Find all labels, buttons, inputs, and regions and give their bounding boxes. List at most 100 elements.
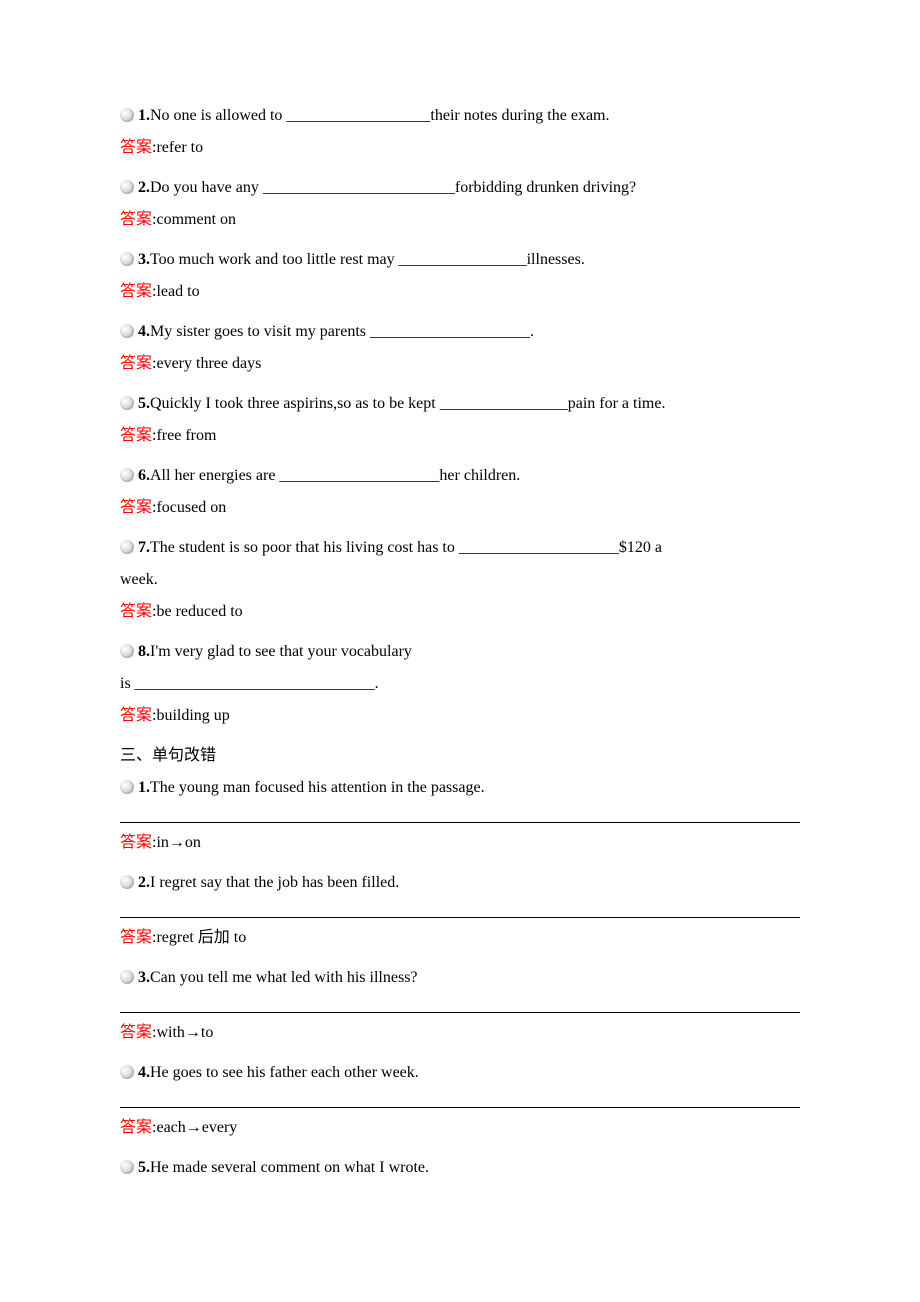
bullet-icon: [120, 644, 134, 658]
answer-label: 答案: [120, 355, 152, 372]
answer-blank-line: [120, 1107, 800, 1108]
answer-line: 答案:building up: [120, 700, 800, 732]
bullet-icon: [120, 780, 134, 794]
blank-line: ________________: [399, 251, 527, 268]
blank-line: __________________: [286, 107, 430, 124]
question-number: 6.: [138, 467, 150, 484]
question-number: 1.: [138, 107, 150, 124]
answer-label: 答案: [120, 707, 152, 724]
question-text-before: I'm very glad to see that your vocabular…: [150, 643, 412, 660]
fill-blank-q4: 4.My sister goes to visit my parents ___…: [120, 316, 800, 380]
blank-line: ____________________: [459, 539, 619, 556]
question-number: 3.: [138, 969, 150, 986]
answer-label: 答案: [120, 211, 152, 228]
answer-line: 答案:comment on: [120, 204, 800, 236]
answer-text: refer to: [156, 139, 203, 156]
question-number: 2.: [138, 874, 150, 891]
bullet-icon: [120, 875, 134, 889]
correction-q3: 3.Can you tell me what led with his illn…: [120, 962, 800, 1049]
answer-label: 答案: [120, 603, 152, 620]
question-text-before: No one is allowed to: [150, 107, 286, 124]
answer-blank-line: [120, 822, 800, 823]
blank-line: ________________________: [263, 179, 455, 196]
question-text-before: Too much work and too little rest may: [150, 251, 399, 268]
answer-line: 答案:with→to: [120, 1017, 800, 1049]
bullet-icon: [120, 252, 134, 266]
question-number: 1.: [138, 779, 150, 796]
answer-text: building up: [156, 707, 229, 724]
question-line: 3.Too much work and too little rest may …: [120, 244, 800, 276]
correction-q4: 4.He goes to see his father each other w…: [120, 1057, 800, 1144]
question-text-before: My sister goes to visit my parents: [150, 323, 370, 340]
answer-text: every three days: [156, 355, 261, 372]
answer-text: each→every: [156, 1119, 237, 1136]
fill-blank-q6: 6.All her energies are _________________…: [120, 460, 800, 524]
answer-label: 答案: [120, 834, 152, 851]
question-line: 1.The young man focused his attention in…: [120, 772, 800, 804]
question-text-before: Do you have any: [150, 179, 263, 196]
answer-blank-line: [120, 917, 800, 918]
question-line: 8.I'm very glad to see that your vocabul…: [120, 636, 800, 668]
answer-text: regret 后加 to: [156, 929, 246, 946]
answer-line: 答案:refer to: [120, 132, 800, 164]
answer-label: 答案: [120, 139, 152, 156]
answer-text: with→to: [156, 1024, 213, 1041]
question-text: He goes to see his father each other wee…: [150, 1064, 419, 1081]
question-text-after: $120 a: [619, 539, 662, 556]
answer-line: 答案:free from: [120, 420, 800, 452]
question-line: 4.My sister goes to visit my parents ___…: [120, 316, 800, 348]
fill-blank-q2: 2.Do you have any ______________________…: [120, 172, 800, 236]
question-number: 7.: [138, 539, 150, 556]
answer-label: 答案: [120, 929, 152, 946]
question-text-after: forbidding drunken driving?: [455, 179, 636, 196]
question-number: 4.: [138, 1064, 150, 1081]
bullet-icon: [120, 1065, 134, 1079]
answer-label: 答案: [120, 283, 152, 300]
question-line: 4.He goes to see his father each other w…: [120, 1057, 800, 1089]
fill-blank-q7: 7.The student is so poor that his living…: [120, 532, 800, 628]
answer-label: 答案: [120, 1119, 152, 1136]
bullet-icon: [120, 468, 134, 482]
answer-line: 答案:each→every: [120, 1112, 800, 1144]
question-line: 7.The student is so poor that his living…: [120, 532, 800, 564]
question-number: 3.: [138, 251, 150, 268]
continuation-text: week.: [120, 564, 800, 596]
answer-line: 答案:be reduced to: [120, 596, 800, 628]
fill-blank-q1: 1.No one is allowed to _________________…: [120, 100, 800, 164]
fill-blank-q5: 5.Quickly I took three aspirins,so as to…: [120, 388, 800, 452]
bullet-icon: [120, 1160, 134, 1174]
fill-blank-q8: 8.I'm very glad to see that your vocabul…: [120, 636, 800, 732]
question-line: 5.He made several comment on what I wrot…: [120, 1152, 800, 1184]
answer-line: 答案:lead to: [120, 276, 800, 308]
bullet-icon: [120, 180, 134, 194]
answer-text: free from: [156, 427, 216, 444]
question-number: 8.: [138, 643, 150, 660]
bullet-icon: [120, 540, 134, 554]
answer-line: 答案:in→on: [120, 827, 800, 859]
continuation-text: is ______________________________.: [120, 668, 800, 700]
bullet-icon: [120, 970, 134, 984]
question-text-after: illnesses.: [527, 251, 585, 268]
question-text: The young man focused his attention in t…: [150, 779, 485, 796]
question-text-after: her children.: [439, 467, 520, 484]
question-text-after: .: [530, 323, 534, 340]
question-text-after: pain for a time.: [568, 395, 666, 412]
correction-q1: 1.The young man focused his attention in…: [120, 772, 800, 859]
answer-blank-line: [120, 1012, 800, 1013]
question-line: 2.I regret say that the job has been fil…: [120, 867, 800, 899]
answer-text: be reduced to: [156, 603, 242, 620]
section-heading: 三、单句改错: [120, 740, 800, 772]
question-text: Can you tell me what led with his illnes…: [150, 969, 418, 986]
answer-text: in→on: [156, 834, 200, 851]
question-line: 1.No one is allowed to _________________…: [120, 100, 800, 132]
answer-label: 答案: [120, 427, 152, 444]
answer-line: 答案:regret 后加 to: [120, 922, 800, 954]
question-number: 5.: [138, 395, 150, 412]
answer-text: lead to: [156, 283, 199, 300]
question-number: 5.: [138, 1159, 150, 1176]
question-line: 5.Quickly I took three aspirins,so as to…: [120, 388, 800, 420]
fill-blank-q3: 3.Too much work and too little rest may …: [120, 244, 800, 308]
question-number: 2.: [138, 179, 150, 196]
question-line: 2.Do you have any ______________________…: [120, 172, 800, 204]
blank-line: ____________________: [370, 323, 530, 340]
